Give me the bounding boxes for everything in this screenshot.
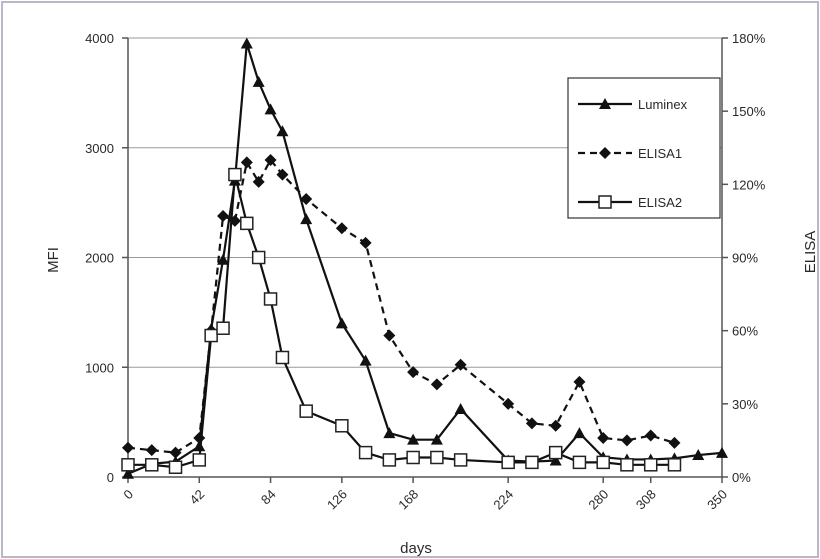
data-point-luminex: [573, 427, 586, 439]
data-point-luminex: [335, 317, 348, 329]
data-point-elisa2: [572, 455, 587, 470]
data-point-elisa2: [525, 455, 539, 470]
data-point-elisa2: [358, 445, 373, 460]
data-point-elisa1: [169, 446, 182, 459]
right-y-axis-title: ELISA: [802, 231, 819, 274]
data-point-elisa1: [300, 192, 313, 205]
data-point-elisa2: [299, 404, 313, 418]
data-point-elisa2: [121, 458, 135, 472]
data-point-elisa1: [549, 419, 562, 432]
data-point-elisa1: [525, 417, 538, 430]
data-point-elisa2: [430, 450, 444, 465]
data-point-elisa2: [275, 350, 290, 365]
data-point-elisa1: [502, 397, 515, 410]
data-point-luminex: [383, 427, 396, 439]
data-point-luminex: [252, 75, 265, 87]
data-point-elisa1: [430, 378, 443, 391]
data-point-luminex: [240, 37, 253, 49]
series-line-elisa1: [127, 157, 675, 454]
data-point-elisa2: [382, 453, 397, 467]
data-point-luminex: [692, 449, 705, 461]
x-axis-title: days: [400, 540, 432, 557]
legend-marker-elisa2: [598, 195, 612, 209]
data-point-elisa2: [643, 458, 658, 472]
data-point-elisa1: [668, 436, 681, 449]
data-point-luminex: [193, 440, 206, 452]
legend-label-elisa1: ELISA1: [638, 146, 682, 161]
data-point-elisa1: [217, 210, 230, 223]
data-point-elisa2: [204, 328, 218, 343]
left-y-tick-label: 3000: [85, 141, 114, 156]
data-point-luminex: [359, 354, 372, 366]
left-y-axis-title: MFI: [45, 247, 62, 273]
data-point-luminex: [276, 125, 289, 137]
data-point-elisa1: [276, 168, 289, 181]
series-line-luminex: [127, 43, 723, 475]
data-point-luminex: [264, 103, 277, 115]
legend-marker-luminex: [599, 98, 611, 109]
left-y-tick-label: 2000: [85, 251, 114, 266]
data-point-elisa1: [620, 434, 633, 447]
data-point-elisa2: [192, 453, 207, 467]
data-point-luminex: [300, 213, 313, 225]
data-point-luminex: [407, 433, 420, 445]
data-point-elisa2: [335, 419, 349, 433]
data-point-luminex: [122, 467, 134, 479]
data-point-elisa1: [252, 175, 265, 188]
data-point-elisa2: [251, 250, 266, 265]
left-y-tick-label: 4000: [85, 31, 114, 46]
data-point-elisa2: [548, 445, 563, 460]
data-point-elisa1: [454, 358, 467, 371]
data-point-elisa1: [122, 441, 134, 454]
data-point-elisa1: [145, 444, 158, 457]
data-point-luminex: [716, 446, 728, 458]
data-point-elisa1: [264, 153, 277, 166]
gridlines: [128, 37, 722, 368]
data-point-elisa1: [407, 366, 420, 379]
data-point-elisa2: [406, 450, 420, 465]
data-point-elisa1: [644, 429, 657, 442]
data-point-elisa1: [359, 236, 372, 249]
right-y-tick-label: 120%: [732, 177, 766, 192]
legend-label-luminex: Luminex: [638, 97, 688, 112]
right-y-tick-label: 0%: [732, 470, 751, 485]
data-point-elisa2: [453, 453, 468, 467]
data-point-elisa2: [501, 455, 515, 470]
left-y-tick-label: 0: [107, 470, 114, 485]
right-y-tick-label: 150%: [732, 104, 766, 119]
legend-label-elisa2: ELISA2: [638, 195, 682, 210]
data-point-elisa2: [228, 167, 242, 182]
data-point-elisa1: [383, 329, 396, 342]
data-point-elisa1: [597, 431, 610, 444]
data-point-elisa2: [168, 460, 183, 474]
data-point-elisa1: [335, 222, 348, 235]
data-point-luminex: [430, 433, 443, 445]
legend-marker-elisa1: [599, 147, 611, 159]
legend-box: [567, 77, 721, 219]
data-point-elisa1: [573, 375, 586, 388]
data-point-elisa2: [216, 321, 230, 335]
right-y-tick-label: 30%: [732, 397, 758, 412]
right-y-tick-label: 180%: [732, 31, 766, 46]
legend: Luminex ELISA1 ELISA2: [567, 77, 721, 219]
data-point-elisa2: [596, 455, 610, 470]
data-point-luminex: [454, 402, 467, 414]
series-layer: [121, 37, 728, 479]
data-point-elisa2: [145, 458, 159, 472]
data-point-elisa2: [263, 292, 278, 306]
data-point-luminex: [549, 454, 562, 466]
data-point-elisa2: [240, 216, 254, 231]
data-point-luminex: [217, 253, 230, 265]
right-y-tick-label: 60%: [732, 324, 758, 339]
data-point-elisa2: [667, 458, 682, 472]
right-y-tick-label: 90%: [732, 251, 758, 266]
data-point-elisa1: [240, 156, 253, 169]
left-y-tick-label: 1000: [85, 360, 114, 375]
data-point-elisa2: [620, 458, 634, 472]
